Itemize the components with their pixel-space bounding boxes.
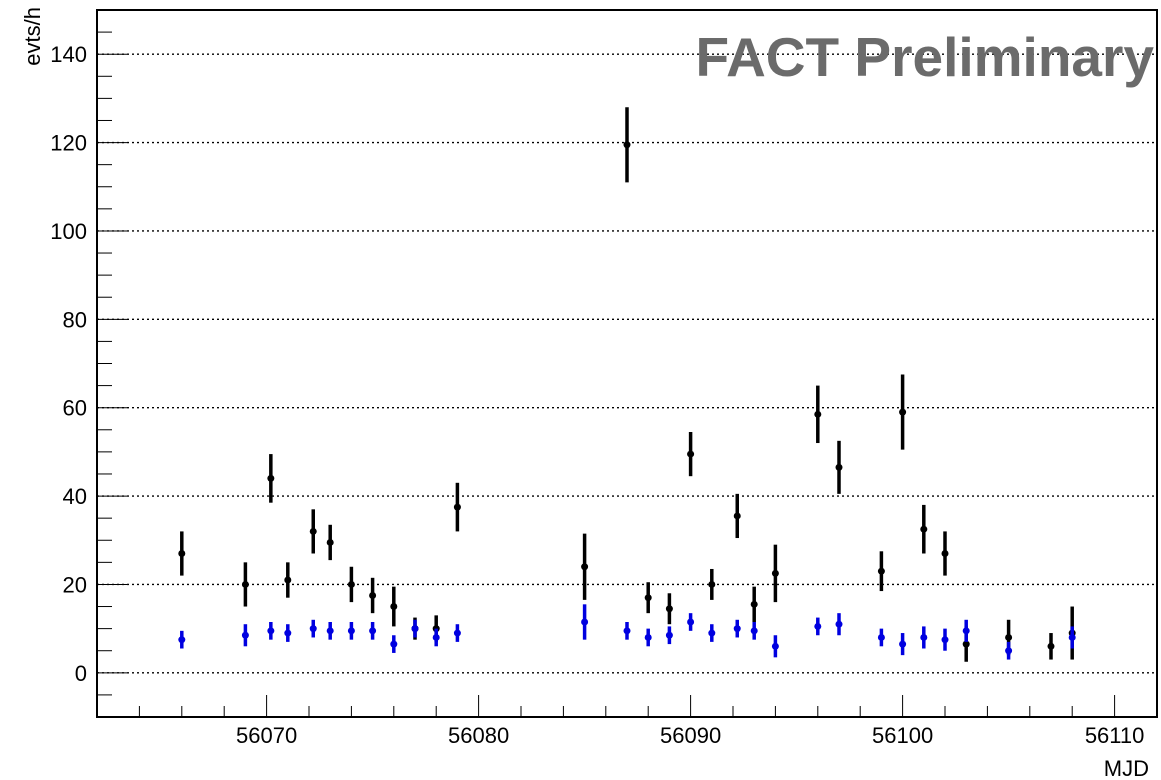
y-tick-label: 20: [63, 572, 87, 597]
data-point: [899, 640, 907, 648]
y-tick-label: 0: [75, 661, 87, 686]
data-point: [771, 569, 779, 577]
data-point: [241, 631, 249, 639]
data-point: [453, 629, 461, 637]
data-point: [284, 576, 292, 584]
data-point: [178, 550, 186, 558]
data-point: [733, 512, 741, 520]
x-tick-label: 56080: [448, 723, 509, 748]
data-point: [687, 450, 695, 458]
data-point: [347, 580, 355, 588]
data-point: [962, 640, 970, 648]
x-axis-ticks: 56070 56080 56090 56100 56110: [96, 695, 1158, 748]
data-point: [814, 410, 822, 418]
series-1: [178, 107, 1076, 662]
data-point: [241, 580, 249, 588]
y-tick-label: 120: [50, 131, 87, 156]
data-point: [771, 642, 779, 650]
data-point: [581, 563, 589, 571]
data-point: [941, 636, 949, 644]
data-point: [267, 474, 275, 482]
data-point: [665, 631, 673, 639]
watermark-text: FACT Preliminary: [696, 26, 1155, 88]
y-tick-label: 40: [63, 484, 87, 509]
data-points: [178, 107, 1076, 662]
data-point: [877, 567, 885, 575]
data-point: [178, 636, 186, 644]
data-point: [835, 620, 843, 628]
y-tick-label: 100: [50, 219, 87, 244]
x-tick-label: 56100: [872, 723, 933, 748]
data-point: [962, 627, 970, 635]
data-point: [347, 627, 355, 635]
data-point: [877, 633, 885, 641]
data-point: [453, 503, 461, 511]
data-point: [708, 629, 716, 637]
data-point: [708, 580, 716, 588]
data-point: [814, 622, 822, 630]
data-point: [623, 141, 631, 149]
data-point: [941, 550, 949, 558]
data-point: [687, 618, 695, 626]
data-point: [309, 527, 317, 535]
y-tick-label: 80: [63, 307, 87, 332]
data-point: [326, 538, 334, 546]
data-point: [623, 627, 631, 635]
data-point: [1005, 647, 1013, 655]
data-point: [390, 603, 398, 611]
data-point: [835, 463, 843, 471]
data-point: [369, 627, 377, 635]
y-axis-ticks: 0 20 40 60 80 100 120 140: [50, 9, 127, 718]
y-tick-label: 140: [50, 42, 87, 67]
data-point: [733, 625, 741, 633]
x-tick-label: 56110: [1085, 723, 1145, 748]
x-axis-label: MJD: [1104, 756, 1149, 780]
data-point: [390, 640, 398, 648]
data-point: [750, 600, 758, 608]
data-point: [644, 633, 652, 641]
data-point: [665, 605, 673, 613]
data-point: [284, 629, 292, 637]
y-axis-label: evts/h: [20, 7, 45, 66]
y-tick-label: 60: [63, 396, 87, 421]
data-point: [369, 591, 377, 599]
data-point: [750, 627, 758, 635]
data-point: [326, 627, 334, 635]
data-point: [309, 625, 317, 633]
x-tick-label: 56090: [660, 723, 721, 748]
data-point: [920, 525, 928, 533]
data-point: [644, 594, 652, 602]
x-tick-label: 56070: [236, 723, 297, 748]
data-point: [267, 627, 275, 635]
data-point: [899, 408, 907, 416]
data-point: [1068, 633, 1076, 641]
data-point: [1047, 642, 1055, 650]
data-point: [432, 633, 440, 641]
data-point: [581, 618, 589, 626]
data-point: [1005, 633, 1013, 641]
data-point: [411, 625, 419, 633]
series-2: [178, 604, 1076, 660]
data-point: [920, 633, 928, 641]
